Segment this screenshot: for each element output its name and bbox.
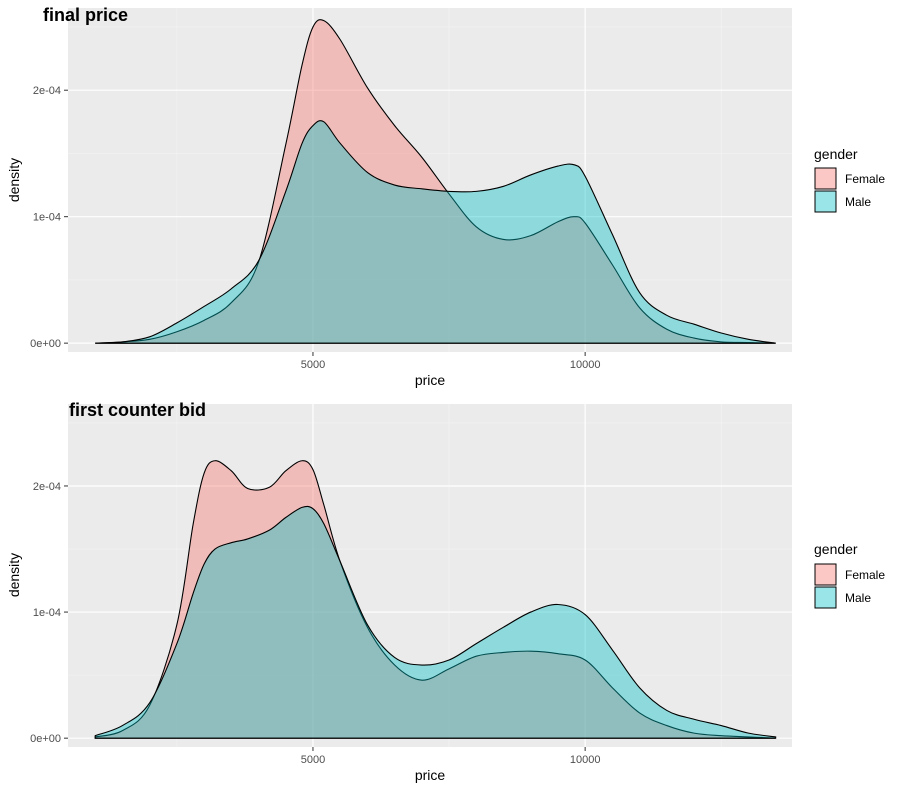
density-area-female [95, 19, 776, 344]
legend-label-female: Female [845, 172, 885, 186]
x-axis-label: price [415, 372, 446, 388]
density-areas [94, 460, 777, 739]
legend-title: gender [814, 541, 858, 557]
legend-title: gender [814, 146, 858, 162]
x-axis-label: price [415, 767, 446, 783]
y-tick-label: 0e+00 [30, 338, 61, 350]
legend: gender Female Male [814, 146, 885, 213]
legend: gender Female Male [814, 541, 885, 609]
density-area-female [95, 460, 776, 739]
chart-first-counter-bid: 0e+00 1e-04 2e-04 5000 10000 first counter … [6, 400, 885, 783]
legend-label-male: Male [845, 195, 871, 209]
density-area-male [95, 120, 776, 344]
plot-background [68, 8, 792, 352]
x-axis-ticks: 5000 10000 [301, 747, 601, 766]
x-axis-ticks: 5000 10000 [301, 352, 601, 371]
legend-key-female [814, 167, 837, 190]
x-tick-label: 5000 [301, 754, 325, 766]
legend-label-female: Female [845, 568, 885, 582]
chart-final-price: 0e+00 1e-04 2e-04 5000 10000 final price pr… [6, 5, 885, 388]
y-axis-label: density [6, 553, 22, 597]
density-line-male [94, 505, 777, 739]
y-tick-label: 2e-04 [33, 85, 61, 97]
y-axis-ticks: 0e+00 1e-04 2e-04 [30, 481, 68, 745]
density-line-male [95, 120, 776, 344]
density-areas [95, 19, 776, 344]
chart-title: final price [43, 5, 128, 25]
legend-key-female [814, 563, 837, 586]
y-tick-label: 2e-04 [33, 481, 61, 493]
x-tick-label: 10000 [570, 359, 601, 371]
y-tick-label: 0e+00 [30, 733, 61, 745]
density-area-male [95, 506, 776, 739]
density-line-female [95, 19, 776, 344]
y-tick-label: 1e-04 [33, 212, 61, 224]
x-tick-label: 10000 [570, 754, 601, 766]
legend-key-male [814, 586, 837, 609]
x-tick-label: 5000 [301, 359, 325, 371]
legend-key-male [814, 190, 837, 213]
y-tick-label: 1e-04 [33, 607, 61, 619]
chart-title: first counter bid [69, 400, 206, 420]
legend-label-male: Male [845, 591, 871, 605]
density-line-female [94, 460, 776, 739]
y-axis-ticks: 0e+00 1e-04 2e-04 [30, 85, 68, 350]
plot-background [68, 404, 792, 747]
y-axis-label: density [6, 158, 22, 202]
